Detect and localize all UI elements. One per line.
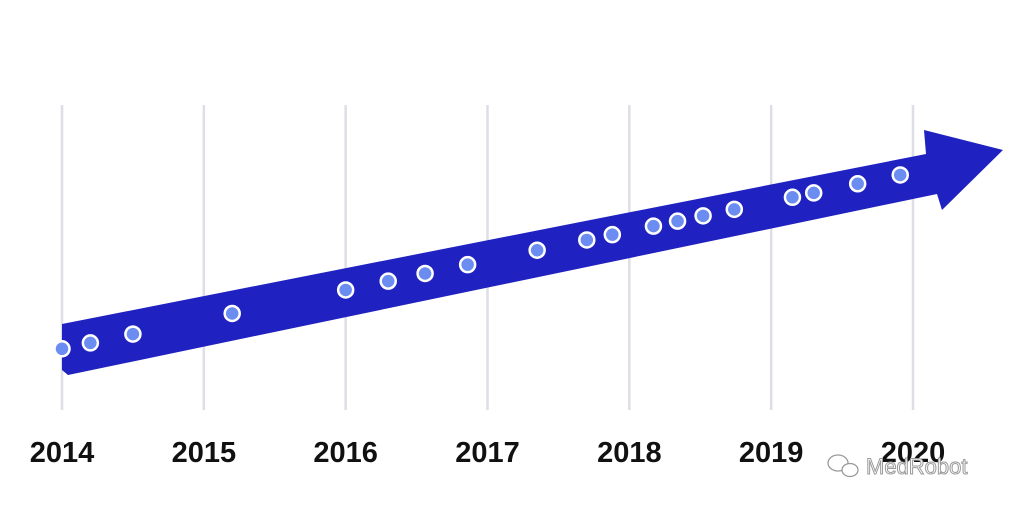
event-dot <box>336 281 355 299</box>
event-dot <box>124 325 142 343</box>
event-dot <box>53 340 71 358</box>
event-dot <box>694 207 712 225</box>
event-dot <box>416 264 434 283</box>
x-tick-label: 2014 <box>30 437 95 469</box>
x-tick-label: 2020 <box>881 437 946 469</box>
event-dot <box>81 334 100 352</box>
event-dot <box>668 212 687 230</box>
watermark: MedRobot <box>827 454 968 480</box>
event-dot <box>848 175 867 193</box>
event-dot <box>458 255 477 274</box>
wechat-icon <box>827 454 849 472</box>
dots <box>53 166 909 358</box>
x-tick-label: 2019 <box>739 437 804 469</box>
event-dot <box>379 272 397 290</box>
watermark-text: MedRobot <box>866 454 968 479</box>
wechat-icon <box>841 462 859 478</box>
event-dot <box>804 184 823 202</box>
event-dot <box>644 217 663 235</box>
event-dot <box>603 225 622 244</box>
event-dot <box>578 231 596 249</box>
x-tick-label: 2017 <box>455 437 520 469</box>
x-tick-label: 2015 <box>172 437 237 469</box>
x-tick-label: 2018 <box>597 437 662 469</box>
event-dot <box>223 304 241 323</box>
event-dot <box>891 166 909 184</box>
event-dot <box>783 188 802 207</box>
labels: 2014 2015 2016 2017 2018 2019 2020 <box>30 437 946 469</box>
x-tick-label: 2016 <box>313 437 378 469</box>
event-dot <box>528 241 546 259</box>
event-dot <box>725 200 744 219</box>
